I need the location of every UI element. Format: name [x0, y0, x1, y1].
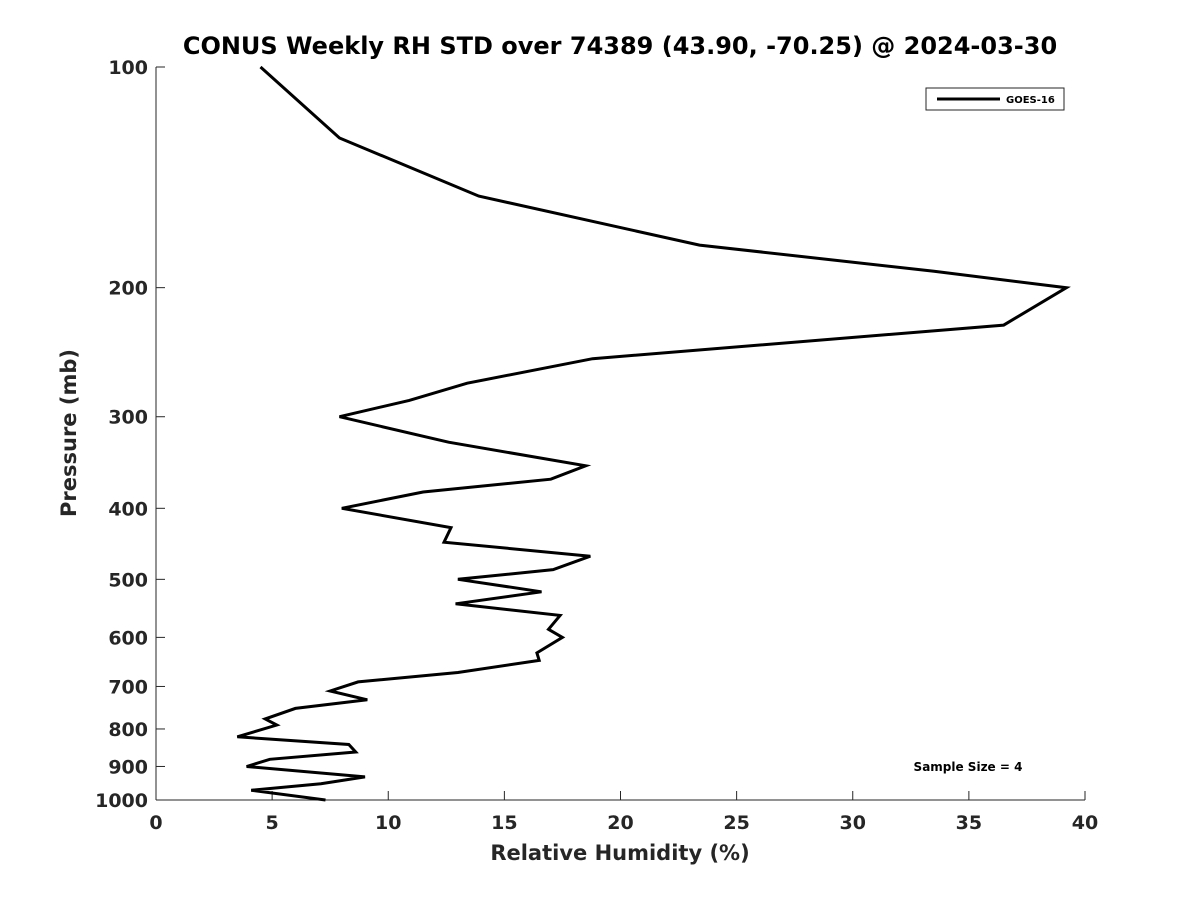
legend: GOES-16: [925, 87, 1065, 111]
y-tick-label: 300: [108, 407, 148, 429]
plot-area: [236, 65, 1071, 802]
x-tick-label: 15: [491, 812, 517, 834]
x-tick-label: 20: [607, 812, 633, 834]
x-tick-label: 0: [149, 812, 162, 834]
y-tick-label: 1000: [95, 790, 148, 812]
x-tick-label: 30: [840, 812, 866, 834]
chart-title: CONUS Weekly RH STD over 74389 (43.90, -…: [183, 32, 1057, 60]
sample-size-annotation: Sample Size = 4: [914, 760, 1023, 774]
y-tick-label: 200: [108, 278, 148, 300]
axes: 0 5 10 15 20 25 30 35 40 100 200 300 400 500 600 700 800…: [95, 57, 1098, 834]
series-line-goes-16: [236, 65, 1071, 802]
x-axis-label: Relative Humidity (%): [490, 841, 749, 865]
y-tick-label: 900: [108, 756, 148, 778]
x-tick-label: 10: [375, 812, 401, 834]
y-tick-label: 400: [108, 498, 148, 520]
legend-label-goes-16: GOES-16: [1006, 95, 1055, 106]
y-tick-label: 100: [108, 57, 148, 79]
y-axis-label: Pressure (mb): [57, 349, 81, 517]
y-tick-label: 600: [108, 627, 148, 649]
y-tick-label: 500: [108, 569, 148, 591]
x-tick-label: 35: [956, 812, 982, 834]
y-tick-label: 700: [108, 676, 148, 698]
x-tick-label: 25: [723, 812, 749, 834]
y-tick-label: 800: [108, 719, 148, 741]
x-tick-label: 40: [1072, 812, 1098, 834]
x-tick-label: 5: [266, 812, 279, 834]
